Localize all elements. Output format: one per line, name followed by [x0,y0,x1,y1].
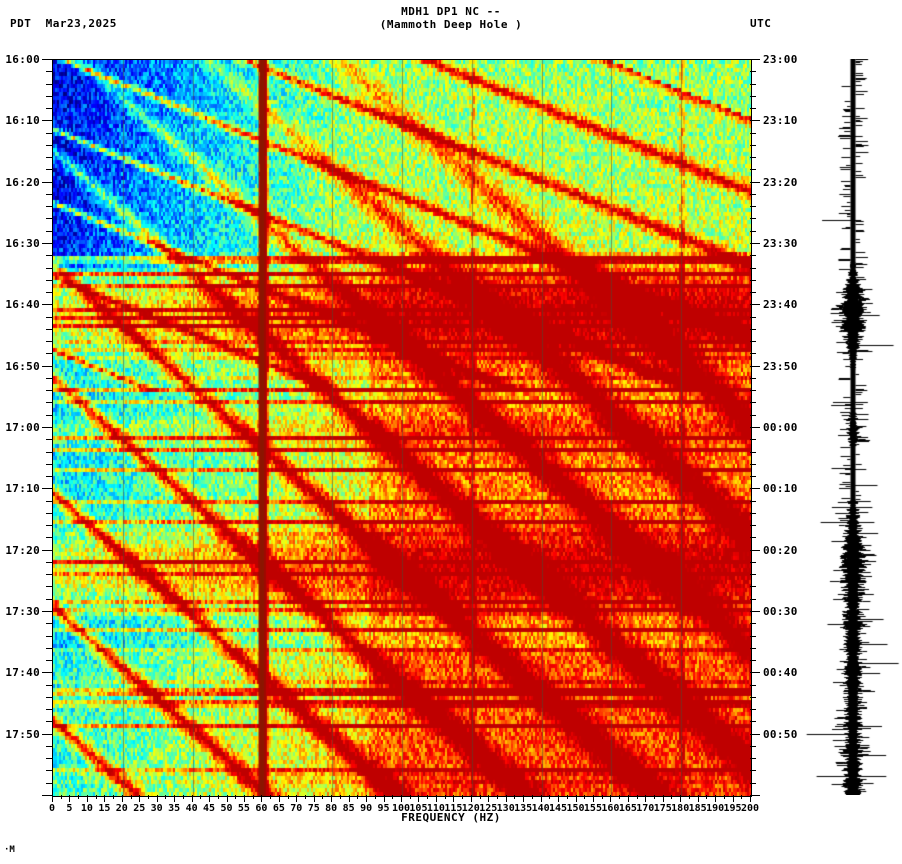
frequency-tick-label: 200 [740,803,760,814]
frequency-tick-label: 170 [636,803,655,814]
left-time-tick-label: 17:30 [5,605,40,618]
frequency-tick-label: 165 [618,803,637,814]
frequency-tick-label: 95 [377,803,390,814]
frequency-tick-label: 70 [290,803,303,814]
left-time-tick-label: 17:20 [5,543,40,557]
station-subtitle: (Mammoth Deep Hole ) [379,18,523,31]
right-time-tick-label: 23:20 [763,175,798,189]
frequency-tick-label: 10 [80,803,93,814]
frequency-tick-label: 190 [706,803,725,814]
left-time-tick-label: 16:30 [5,237,40,250]
frequency-tick-label: 40 [185,803,198,814]
station-title: MDH1 DP1 NC -- [401,5,501,18]
frequency-tick-label: 185 [688,803,707,814]
right-time-tick-label: 23:30 [763,237,798,250]
frequency-tick-label: 125 [479,803,498,814]
frequency-tick-label: 120 [461,803,480,814]
left-time-tick-label: 16:20 [5,175,40,189]
frequency-tick-label: 105 [409,803,428,814]
frequency-tick-label: 65 [272,803,285,814]
frequency-tick-label: 130 [496,803,515,814]
frequency-tick-label: 180 [671,803,690,814]
frequency-tick-label: 30 [150,803,163,814]
frequency-tick-label: 50 [220,803,233,814]
frequency-tick-label: 15 [98,803,111,814]
spectrogram-canvas [53,60,751,796]
frequency-tick-label: 145 [549,803,568,814]
seismogram-trace [800,59,902,795]
frequency-tick-label: 60 [255,803,268,814]
frequency-tick-label: 115 [444,803,463,814]
frequency-tick-label: 175 [653,803,672,814]
right-time-tick-label: 00:40 [763,666,798,680]
left-time-tick-label: 16:50 [5,359,40,373]
frequency-tick-label: 35 [168,803,181,814]
right-time-tick-label: 00:20 [763,543,798,557]
frequency-tick-label: 195 [723,803,742,814]
right-time-tick-label: 00:00 [763,421,798,434]
date-timezone-label: PDT Mar23,2025 [10,17,117,30]
left-time-tick-label: 16:10 [5,114,40,128]
frequency-tick-label: 85 [342,803,355,814]
frequency-tick-label: 75 [307,803,320,814]
right-time-tick-label: 23:10 [763,114,798,128]
corner-artifact-mark: ·M [4,845,15,855]
frequency-tick-label: 155 [583,803,602,814]
utc-timezone-label: UTC [750,17,772,30]
frequency-tick-label: 100 [391,803,411,814]
left-time-tick-label: 16:40 [5,298,40,312]
spectrogram-plot[interactable] [52,59,752,797]
frequency-axis-title: FREQUENCY (HZ) [401,811,501,824]
frequency-tick-label: 5 [66,803,73,814]
frequency-tick-label: 140 [531,803,550,814]
frequency-tick-label: 160 [601,803,620,814]
seismogram-canvas [800,59,902,795]
left-time-tick-label: 17:50 [5,727,40,741]
frequency-tick-label: 135 [514,803,533,814]
right-time-tick-label: 00:30 [763,605,798,618]
right-time-tick-label: 00:50 [763,727,798,741]
frequency-tick-label: 20 [115,803,128,814]
left-time-tick-label: 17:00 [5,421,40,434]
left-time-tick-label: 16:00 [5,53,40,66]
left-time-tick-label: 17:40 [5,666,40,680]
frequency-tick-label: 45 [203,803,216,814]
frequency-tick-label: 55 [237,803,250,814]
frequency-tick-label: 90 [360,803,373,814]
right-time-tick-label: 23:50 [763,359,798,373]
frequency-tick-label: 80 [325,803,338,814]
frequency-tick-label: 25 [133,803,146,814]
frequency-tick-label: 0 [48,803,56,814]
frequency-tick-label: 110 [426,803,445,814]
right-time-tick-label: 23:00 [763,53,798,66]
right-time-tick-label: 00:10 [763,482,798,496]
right-time-tick-label: 23:40 [763,298,798,312]
frequency-tick-label: 150 [566,803,585,814]
left-time-tick-label: 17:10 [5,482,40,496]
